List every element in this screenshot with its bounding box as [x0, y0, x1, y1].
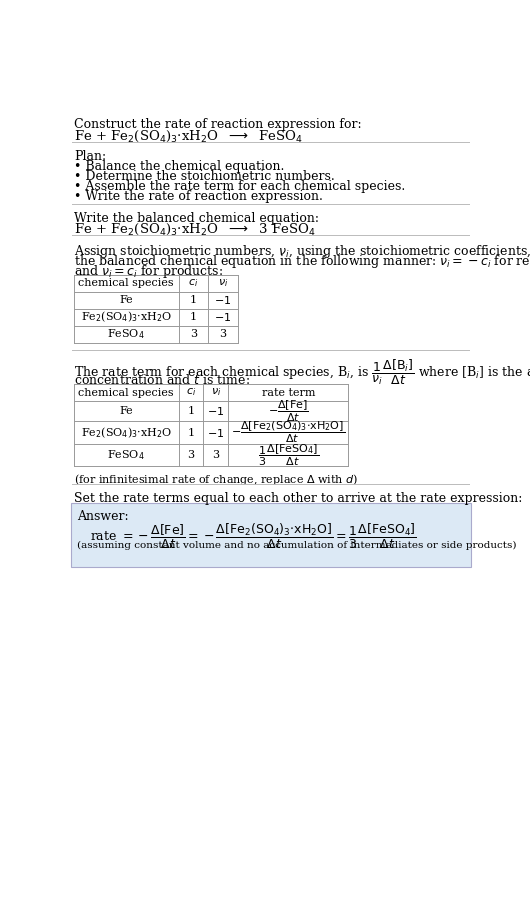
Text: (for infinitesimal rate of change, replace $\Delta$ with $d$): (for infinitesimal rate of change, repla…	[74, 472, 358, 487]
Text: Set the rate terms equal to each other to arrive at the rate expression:: Set the rate terms equal to each other t…	[74, 492, 523, 505]
Text: Fe: Fe	[119, 295, 133, 305]
Text: 1: 1	[190, 312, 197, 322]
Text: $-\dfrac{\Delta[\mathrm{Fe_2(SO_4)_3{\cdot}xH_2O}]}{\Delta t}$: $-\dfrac{\Delta[\mathrm{Fe_2(SO_4)_3{\cd…	[231, 420, 346, 445]
Text: chemical species: chemical species	[78, 278, 174, 288]
Text: • Balance the chemical equation.: • Balance the chemical equation.	[74, 160, 285, 173]
Text: Answer:: Answer:	[77, 510, 129, 522]
Text: Fe$_2$(SO$_4$)$_3$·xH$_2$O: Fe$_2$(SO$_4$)$_3$·xH$_2$O	[81, 309, 172, 324]
Text: 1: 1	[188, 428, 195, 438]
FancyBboxPatch shape	[71, 503, 471, 567]
Text: $\dfrac{1}{3}\dfrac{\Delta[\mathrm{FeSO_4}]}{\Delta t}$: $\dfrac{1}{3}\dfrac{\Delta[\mathrm{FeSO_…	[258, 442, 319, 468]
Text: $-1$: $-1$	[207, 427, 225, 439]
Text: 3: 3	[190, 329, 197, 339]
Text: $-1$: $-1$	[214, 311, 232, 323]
Text: Write the balanced chemical equation:: Write the balanced chemical equation:	[74, 212, 319, 225]
Text: • Determine the stoichiometric numbers.: • Determine the stoichiometric numbers.	[74, 170, 335, 183]
Text: $-1$: $-1$	[207, 405, 225, 417]
Text: 3: 3	[219, 329, 226, 339]
Text: the balanced chemical equation in the following manner: $\nu_i = -c_i$ for react: the balanced chemical equation in the fo…	[74, 253, 530, 270]
Text: (assuming constant volume and no accumulation of intermediates or side products): (assuming constant volume and no accumul…	[77, 541, 517, 550]
Text: chemical species: chemical species	[78, 388, 174, 398]
Text: rate $= -\dfrac{\Delta[\mathrm{Fe}]}{\Delta t} = -\dfrac{\Delta[\mathrm{Fe_2(SO_: rate $= -\dfrac{\Delta[\mathrm{Fe}]}{\De…	[90, 522, 417, 551]
Text: $c_i$: $c_i$	[186, 387, 196, 399]
Text: Fe: Fe	[119, 406, 133, 416]
Text: Fe + Fe$_2$(SO$_4$)$_3$·xH$_2$O  $\longrightarrow$  3 FeSO$_4$: Fe + Fe$_2$(SO$_4$)$_3$·xH$_2$O $\longri…	[74, 222, 315, 237]
Text: $-\dfrac{\Delta[\mathrm{Fe}]}{\Delta t}$: $-\dfrac{\Delta[\mathrm{Fe}]}{\Delta t}$	[268, 399, 308, 424]
Text: $\nu_i$: $\nu_i$	[210, 387, 221, 399]
Text: concentration and $t$ is time:: concentration and $t$ is time:	[74, 373, 250, 388]
Text: $-1$: $-1$	[214, 294, 232, 306]
Text: FeSO$_4$: FeSO$_4$	[108, 448, 145, 462]
Text: and $\nu_i = c_i$ for products:: and $\nu_i = c_i$ for products:	[74, 263, 223, 280]
Text: Plan:: Plan:	[74, 150, 106, 163]
Text: 1: 1	[190, 295, 197, 305]
Text: • Write the rate of reaction expression.: • Write the rate of reaction expression.	[74, 190, 323, 203]
Text: FeSO$_4$: FeSO$_4$	[108, 327, 145, 341]
Text: Assign stoichiometric numbers, $\nu_i$, using the stoichiometric coefficients, $: Assign stoichiometric numbers, $\nu_i$, …	[74, 243, 530, 260]
Text: Fe + Fe$_2$(SO$_4$)$_3$·xH$_2$O  $\longrightarrow$  FeSO$_4$: Fe + Fe$_2$(SO$_4$)$_3$·xH$_2$O $\longri…	[74, 129, 303, 145]
Text: rate term: rate term	[261, 388, 315, 398]
Text: 1: 1	[188, 406, 195, 416]
Text: Fe$_2$(SO$_4$)$_3$·xH$_2$O: Fe$_2$(SO$_4$)$_3$·xH$_2$O	[81, 425, 172, 440]
Text: $\nu_i$: $\nu_i$	[218, 278, 228, 289]
Text: Construct the rate of reaction expression for:: Construct the rate of reaction expressio…	[74, 118, 361, 131]
Text: $c_i$: $c_i$	[188, 278, 198, 289]
Text: The rate term for each chemical species, B$_i$, is $\dfrac{1}{\nu_i}\dfrac{\Delt: The rate term for each chemical species,…	[74, 358, 530, 387]
Text: 3: 3	[188, 450, 195, 460]
Text: 3: 3	[212, 450, 219, 460]
Text: • Assemble the rate term for each chemical species.: • Assemble the rate term for each chemic…	[74, 180, 405, 193]
